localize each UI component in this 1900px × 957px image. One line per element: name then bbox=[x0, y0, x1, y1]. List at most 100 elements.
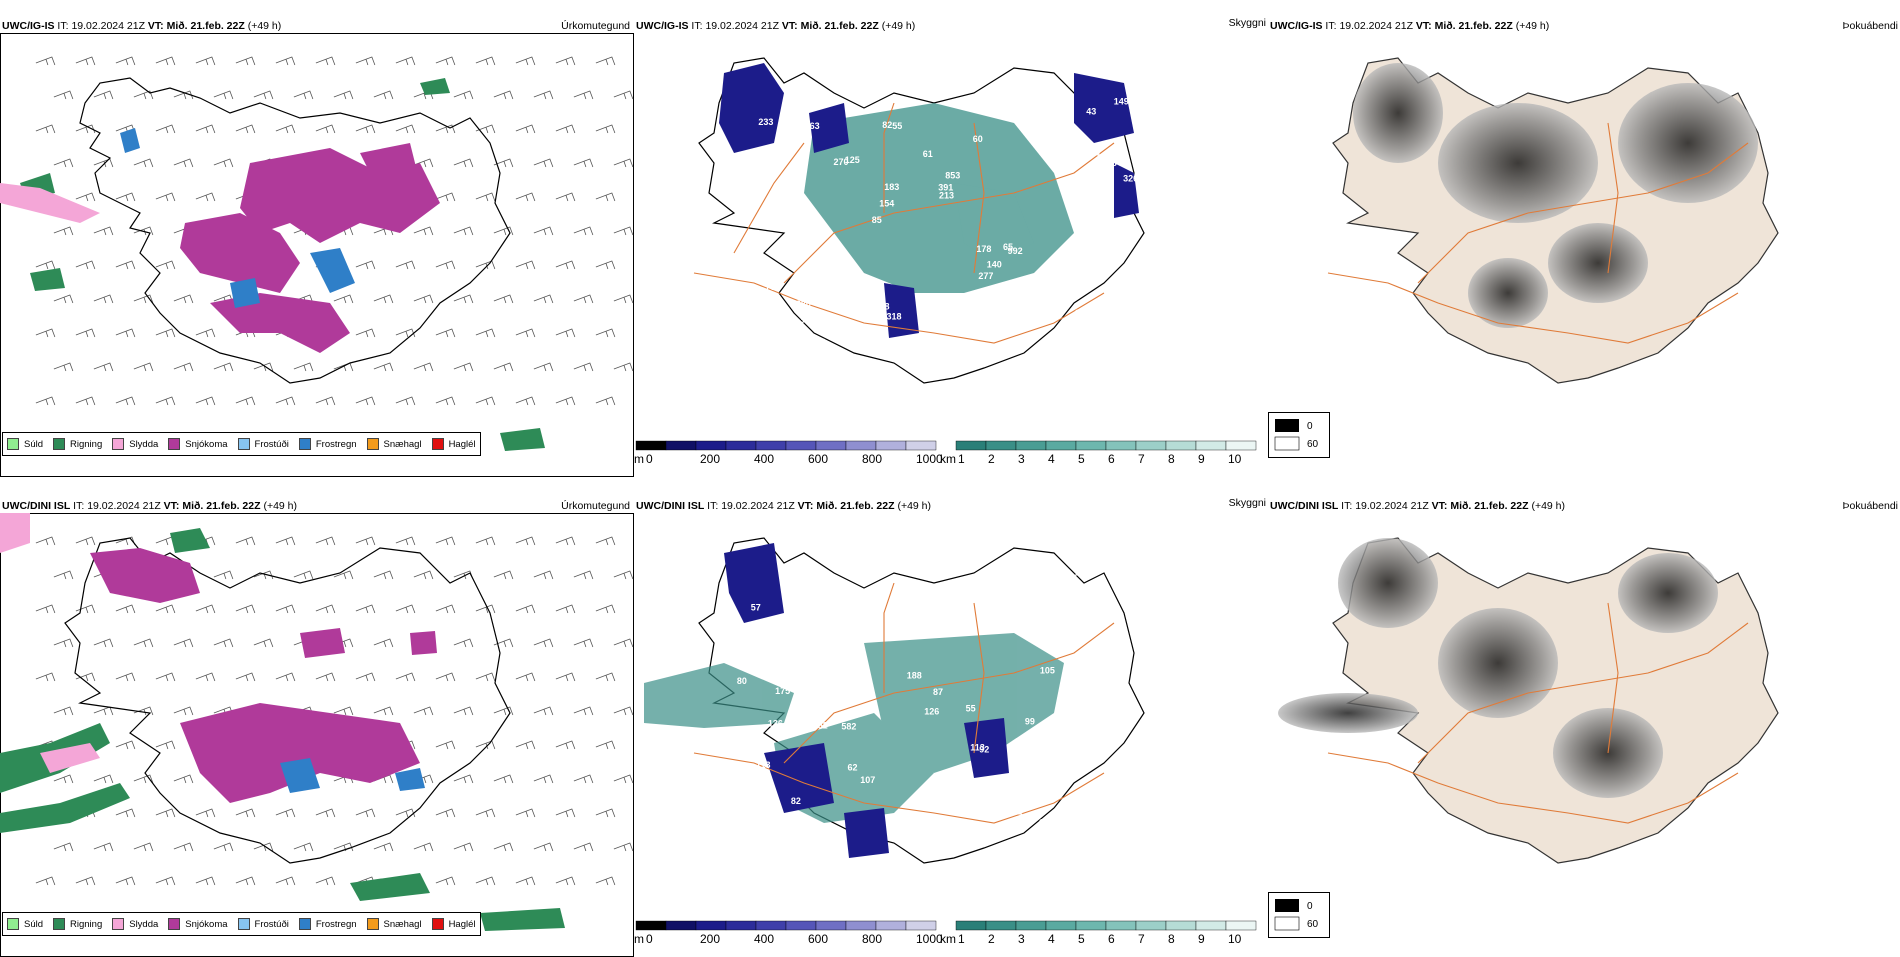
wind-barb bbox=[555, 124, 576, 134]
wind-barb bbox=[475, 808, 496, 818]
frz-rain-areas bbox=[280, 758, 425, 793]
colorbar-swatch bbox=[1225, 440, 1257, 451]
wind-barb bbox=[453, 638, 474, 648]
colorbar-swatch bbox=[815, 440, 847, 451]
legend-item: Frostúði bbox=[237, 438, 289, 450]
legend-swatch bbox=[7, 438, 19, 450]
legend-label: Slydda bbox=[129, 438, 159, 450]
wind-barb bbox=[555, 260, 576, 270]
legend-swatch bbox=[53, 918, 66, 930]
wind-barb bbox=[275, 396, 296, 406]
wind-barb bbox=[533, 90, 554, 100]
visibility-value-label: 32 bbox=[1013, 807, 1023, 817]
wind-barb bbox=[195, 672, 216, 682]
legend-swatch bbox=[298, 918, 311, 930]
legend-label: Snjókoma bbox=[185, 918, 228, 930]
wind-barb bbox=[493, 706, 514, 716]
wind-barb bbox=[293, 570, 314, 580]
wind-barb bbox=[613, 158, 634, 168]
coastline bbox=[64, 537, 511, 864]
wind-barb bbox=[595, 672, 616, 682]
legend-item: Rigning bbox=[53, 438, 102, 450]
wind-barb bbox=[413, 570, 434, 580]
wind-barb bbox=[35, 396, 56, 406]
wind-barb bbox=[413, 706, 434, 716]
wind-barb bbox=[355, 124, 376, 134]
legend-swatch bbox=[53, 438, 66, 450]
wind-barb bbox=[493, 158, 514, 168]
wind-barb bbox=[173, 638, 194, 648]
visibility-value-label: 684 bbox=[1107, 158, 1122, 168]
wind-barb bbox=[235, 56, 256, 66]
visibility-value-label: 57 bbox=[751, 603, 761, 613]
fog-legend: 0 60 bbox=[1268, 892, 1330, 938]
wind-barb bbox=[75, 192, 96, 202]
fog-legend-white-label: 60 bbox=[1307, 439, 1319, 450]
wind-barb bbox=[195, 808, 216, 818]
wind-barb bbox=[53, 842, 74, 852]
wind-barb bbox=[373, 294, 394, 304]
visibility-value-label: 109 bbox=[916, 620, 931, 630]
wind-barb bbox=[595, 192, 616, 202]
wind-barb bbox=[133, 90, 154, 100]
visibility-value-label: 124 bbox=[812, 280, 827, 290]
colorbar-swatch bbox=[1225, 920, 1257, 931]
visibility-value-label: 99 bbox=[1025, 716, 1035, 726]
visibility-value-label: 113 bbox=[756, 760, 771, 770]
wind-barb bbox=[355, 260, 376, 270]
wind-barb bbox=[573, 226, 594, 236]
wind-barb bbox=[493, 842, 514, 852]
wind-barb bbox=[35, 672, 56, 682]
wind-barb bbox=[115, 740, 136, 750]
colorbar-swatch bbox=[755, 440, 787, 451]
visibility-value-label: 249 bbox=[1063, 129, 1078, 139]
wind-barb bbox=[235, 124, 256, 134]
wind-barb bbox=[333, 90, 354, 100]
wind-barb bbox=[573, 706, 594, 716]
visibility-value-label: 227 bbox=[754, 288, 769, 298]
colorbar-swatch bbox=[985, 440, 1017, 451]
visibility-value-label: 230 bbox=[1077, 593, 1092, 603]
colorbar-swatch bbox=[785, 920, 817, 931]
wind-barb bbox=[53, 158, 74, 168]
wind-barb bbox=[115, 192, 136, 202]
visibility-value-label: 151 bbox=[1078, 712, 1093, 722]
wind-barb bbox=[75, 604, 96, 614]
wind-barb bbox=[395, 672, 416, 682]
legend-swatch bbox=[366, 918, 379, 930]
wind-barb bbox=[355, 536, 376, 546]
wind-barb bbox=[35, 876, 56, 886]
wind-barb bbox=[115, 604, 136, 614]
wind-barb bbox=[35, 260, 56, 270]
field-label: Þokuábendi bbox=[1842, 20, 1898, 32]
wind-barb bbox=[253, 638, 274, 648]
wind-barb bbox=[555, 876, 576, 886]
legend-label: Haglél bbox=[448, 438, 476, 450]
legend-label: Súld bbox=[24, 438, 44, 450]
wind-barb bbox=[315, 396, 336, 406]
colorbar-swatch bbox=[1135, 920, 1167, 931]
wind-barb bbox=[435, 124, 456, 134]
wind-barb bbox=[555, 672, 576, 682]
wind-barb bbox=[595, 536, 616, 546]
wind-barb bbox=[413, 842, 434, 852]
wind-barb bbox=[555, 740, 576, 750]
wind-barb bbox=[195, 396, 216, 406]
panel-precip-type-igis: UWC/IG-IS IT: 19.02.2024 21Z VT: Mið. 21… bbox=[0, 15, 634, 477]
wind-barb bbox=[453, 842, 474, 852]
wind-barb bbox=[493, 638, 514, 648]
wind-barb bbox=[493, 362, 514, 372]
wind-barb bbox=[315, 536, 336, 546]
wind-barb bbox=[555, 808, 576, 818]
wind-barb bbox=[173, 294, 194, 304]
wind-barb bbox=[613, 90, 634, 100]
wind-barb bbox=[53, 90, 74, 100]
panel-title: UWC/IG-IS IT: 19.02.2024 21Z VT: Mið. 21… bbox=[636, 20, 916, 32]
wind-barb bbox=[573, 294, 594, 304]
visibility-value-label: 41 bbox=[879, 588, 889, 598]
field-label: Skyggni bbox=[1228, 17, 1266, 29]
wind-barb bbox=[515, 328, 536, 338]
wind-barb bbox=[155, 260, 176, 270]
visibility-value-label: 375 bbox=[740, 347, 755, 357]
wind-barb bbox=[395, 260, 416, 270]
